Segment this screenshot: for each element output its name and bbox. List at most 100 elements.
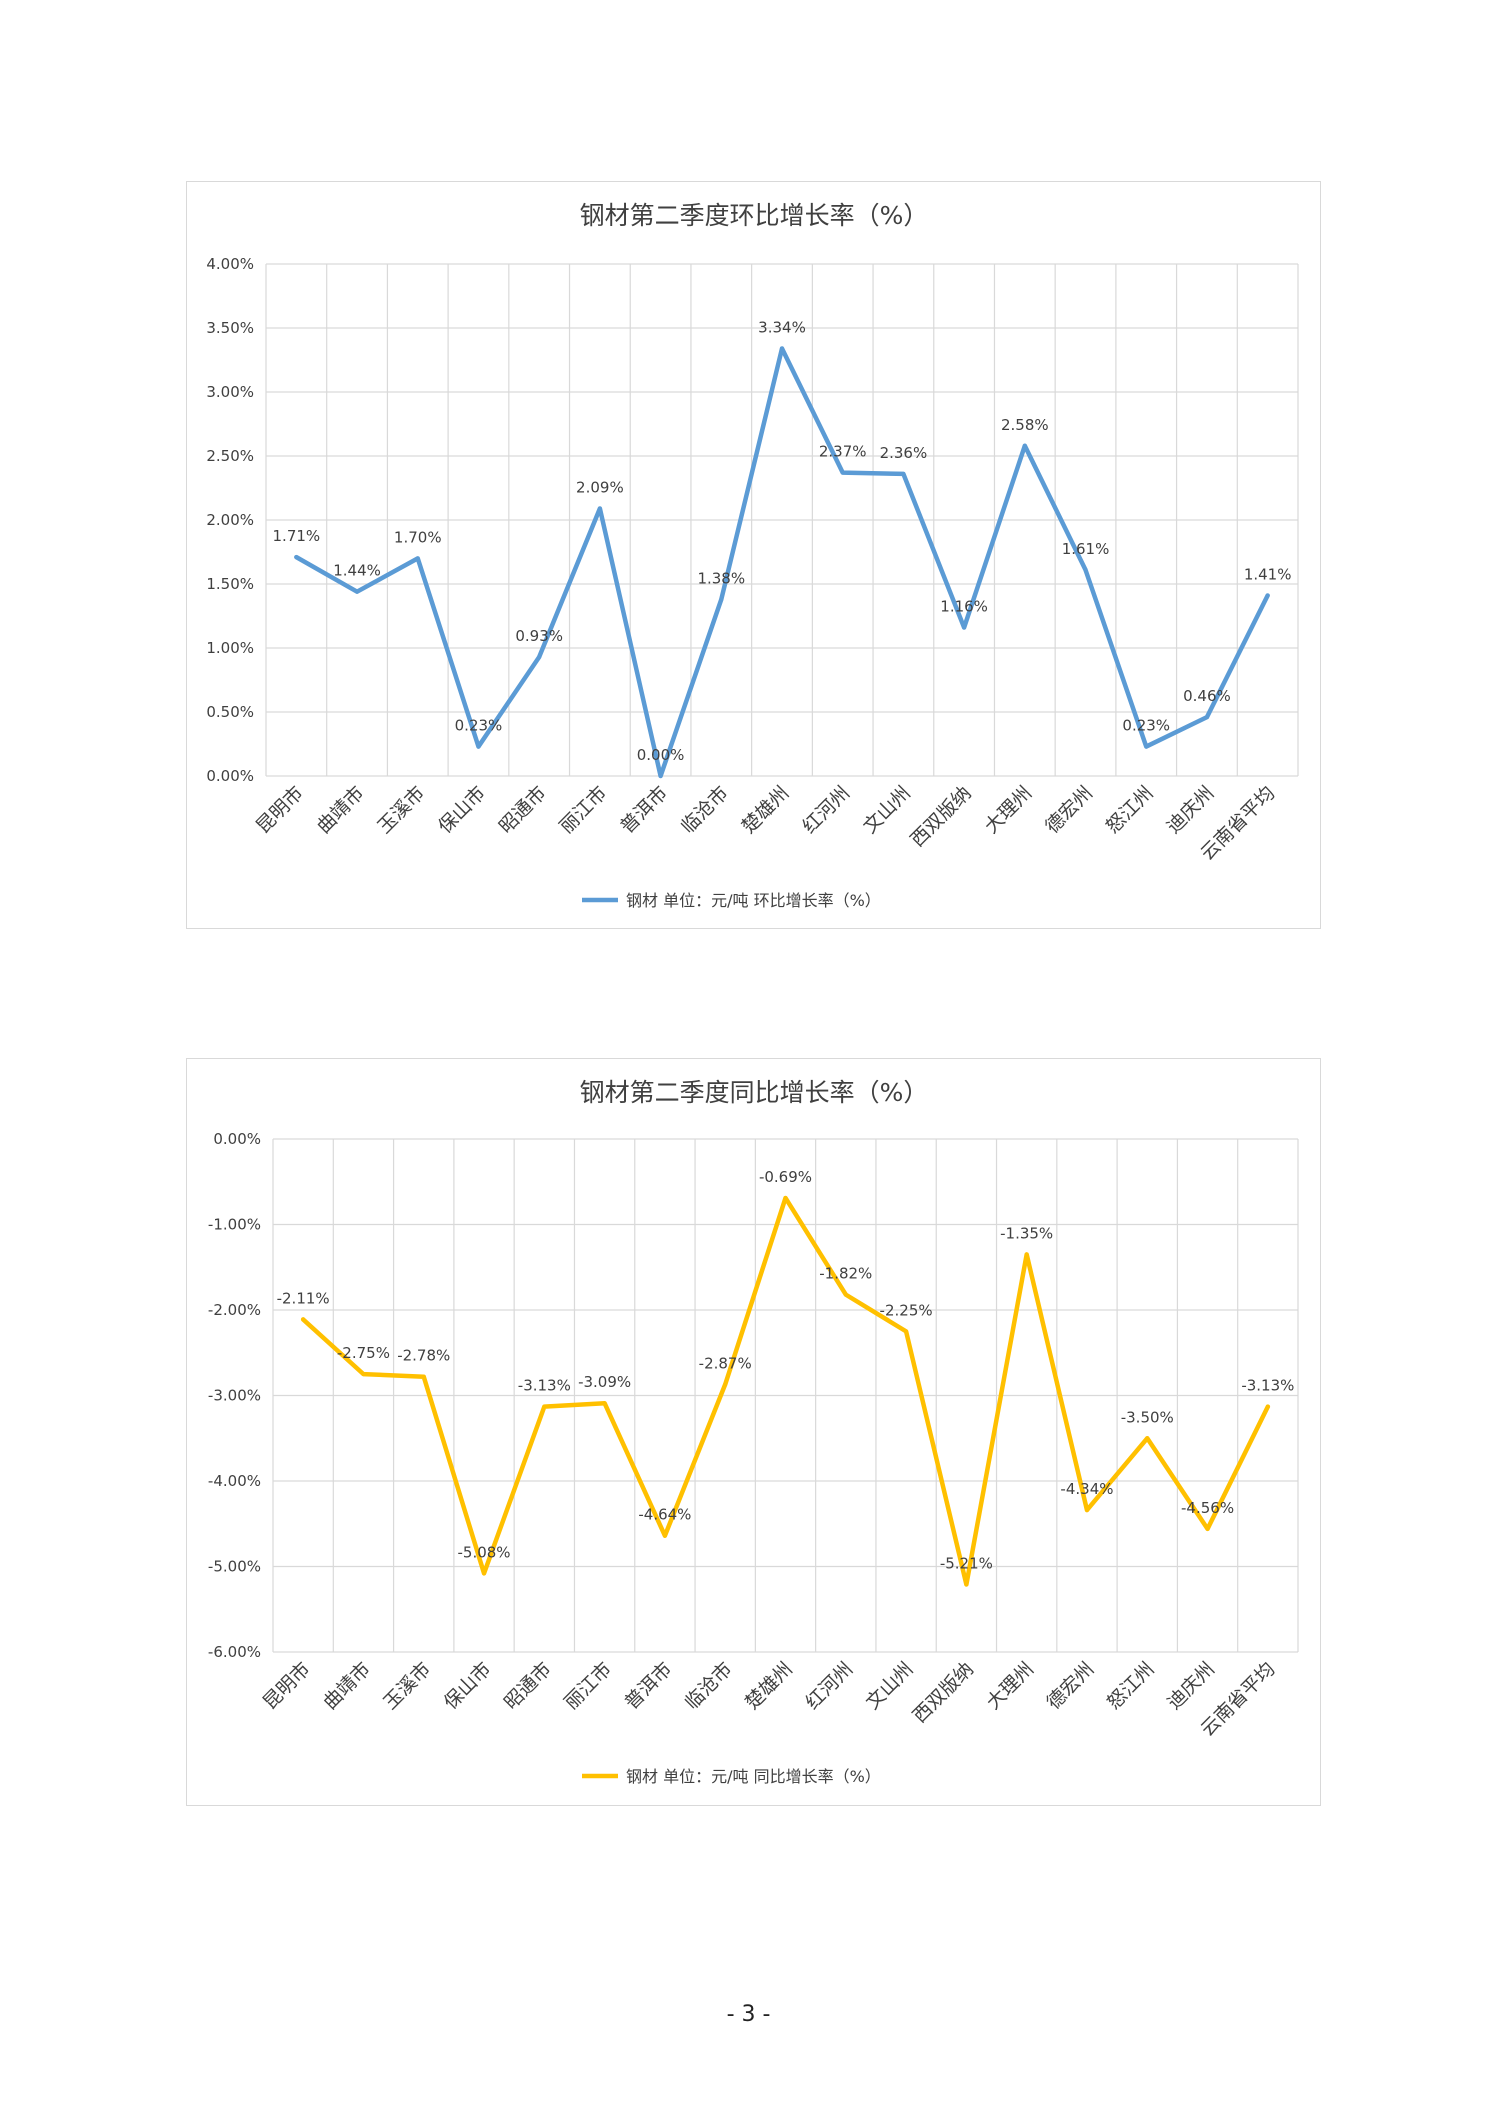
x-tick-label: 迪庆州 [1163, 782, 1219, 838]
data-label: 2.37% [819, 443, 867, 461]
page-number: - 3 - [726, 2002, 771, 2027]
y-tick-label: -4.00% [208, 1472, 261, 1490]
data-label: -4.56% [1181, 1499, 1234, 1517]
data-label: 2.09% [576, 478, 624, 496]
data-point [1024, 1252, 1029, 1257]
data-point [904, 1329, 909, 1334]
data-point [901, 471, 906, 476]
x-tick-label: 德宏州 [1041, 782, 1097, 838]
x-tick-label: 怒江州 [1103, 1658, 1159, 1714]
chart-title: 钢材第二季度同比增长率（%） [580, 1078, 929, 1107]
yoy-chart-svg: 钢材第二季度同比增长率（%） -6.00% -5.00% -4.00% -3.00% -… [208, 1078, 1299, 1786]
y-tick-label: -6.00% [208, 1643, 261, 1661]
data-point [542, 1404, 547, 1409]
data-label: 1.16% [940, 598, 988, 616]
data-point [1022, 443, 1027, 448]
data-label: -2.87% [699, 1354, 752, 1372]
legend-label: 钢材 单位：元/吨 同比增长率（%） [626, 1767, 881, 1786]
data-point [476, 744, 481, 749]
data-label: -3.50% [1121, 1408, 1174, 1426]
x-tick-label: 丽江市 [560, 1658, 616, 1714]
y-tick-label: 3.50% [206, 319, 254, 337]
data-label: 3.34% [758, 318, 806, 336]
data-label: 0.46% [1183, 687, 1231, 705]
x-tick-label: 德宏州 [1043, 1658, 1099, 1714]
data-point [1083, 567, 1088, 572]
data-point [301, 1317, 306, 1322]
x-tick-label: 西双版纳 [909, 1658, 978, 1727]
data-label: 0.23% [455, 717, 503, 735]
data-point [1265, 1404, 1270, 1409]
x-tick-label: 临沧市 [677, 782, 733, 838]
x-tick-label: 大理州 [980, 782, 1036, 838]
x-tick-label: 楚雄州 [741, 1658, 797, 1714]
x-tick-label: 普洱市 [621, 1658, 677, 1714]
mom-chart-svg: 钢材第二季度环比增长率（%） 0.00% 0.50% 1.00% 1.50% 2.00%… [206, 201, 1299, 910]
x-tick-label: 迪庆州 [1163, 1658, 1219, 1714]
y-tick-label: 0.50% [206, 703, 254, 721]
data-label: -5.21% [940, 1554, 993, 1572]
data-label: 2.36% [880, 444, 928, 462]
x-tick-label: 普洱市 [616, 782, 672, 838]
data-label: -3.13% [1241, 1377, 1294, 1395]
data-point [719, 597, 724, 602]
data-label: -4.64% [638, 1506, 691, 1524]
y-tick-label: 2.50% [206, 447, 254, 465]
data-label: -2.75% [337, 1344, 390, 1362]
data-label: 0.23% [1122, 717, 1170, 735]
data-point [1084, 1508, 1089, 1513]
x-tick-label: 曲靖市 [313, 782, 369, 838]
x-tick-label: 红河州 [798, 782, 854, 838]
data-point [840, 470, 845, 475]
y-tick-label: 0.00% [213, 1130, 261, 1148]
gridlines [265, 263, 1299, 777]
data-point [1144, 744, 1149, 749]
x-tick-label: 曲靖市 [319, 1658, 375, 1714]
data-point [723, 1382, 728, 1387]
data-point [1205, 1526, 1210, 1531]
gridlines [272, 1138, 1299, 1653]
x-tick-label: 红河州 [801, 1658, 857, 1714]
data-point [843, 1292, 848, 1297]
y-tick-label: 4.00% [206, 255, 254, 273]
y-tick-label: -2.00% [208, 1301, 261, 1319]
data-label: 1.61% [1062, 540, 1110, 558]
x-tick-label: 大理州 [982, 1658, 1038, 1714]
data-point [415, 556, 420, 561]
y-tick-label: 0.00% [206, 767, 254, 785]
x-tick-label: 文山州 [862, 1658, 918, 1714]
data-label: -2.78% [397, 1347, 450, 1365]
data-point [783, 1195, 788, 1200]
data-label: 1.71% [273, 527, 321, 545]
data-point [597, 506, 602, 511]
x-tick-label: 昆明市 [259, 1658, 315, 1714]
data-point [1145, 1436, 1150, 1441]
data-point [962, 625, 967, 630]
growth-yoy-chart: 钢材第二季度同比增长率（%） -6.00% -5.00% -4.00% -3.00% -… [186, 1058, 1321, 1806]
data-point [421, 1374, 426, 1379]
y-tick-label: -5.00% [208, 1558, 261, 1576]
chart-title: 钢材第二季度环比增长率（%） [580, 201, 929, 230]
data-label: 0.00% [637, 746, 685, 764]
data-point [1265, 593, 1270, 598]
data-point [355, 589, 360, 594]
y-tick-label: -3.00% [208, 1387, 261, 1405]
legend-label: 钢材 单位：元/吨 环比增长率（%） [626, 891, 881, 910]
x-tick-label: 文山州 [859, 782, 915, 838]
data-label: -2.25% [880, 1301, 933, 1319]
x-tick-label: 玉溪市 [379, 1658, 435, 1714]
data-point [537, 654, 542, 659]
data-label: 1.44% [333, 562, 381, 580]
x-tick-label: 昭通市 [500, 1658, 556, 1714]
data-label: -1.35% [1000, 1224, 1053, 1242]
data-point [662, 1533, 667, 1538]
x-tick-label: 保山市 [434, 782, 490, 838]
data-label: 1.38% [697, 569, 745, 587]
x-tick-label: 怒江州 [1102, 782, 1158, 838]
growth-mom-chart: 钢材第二季度环比增长率（%） 0.00% 0.50% 1.00% 1.50% 2.00%… [186, 181, 1321, 929]
data-point [658, 774, 663, 778]
x-tick-label: 丽江市 [556, 782, 612, 838]
y-tick-label: 3.00% [206, 383, 254, 401]
x-tick-label: 昭通市 [495, 782, 551, 838]
x-tick-label: 西双版纳 [906, 782, 975, 851]
